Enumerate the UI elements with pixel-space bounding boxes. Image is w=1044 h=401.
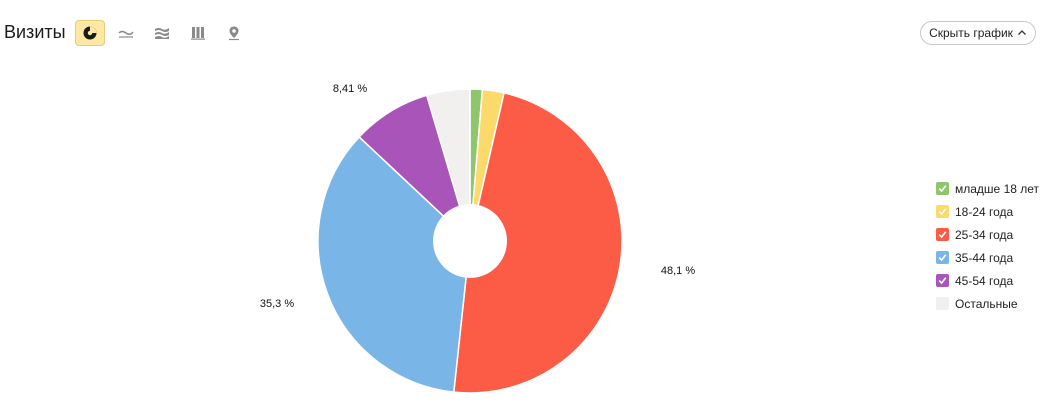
legend-checkbox[interactable] — [936, 297, 949, 310]
pie-chart-button[interactable] — [75, 20, 105, 46]
check-icon — [938, 231, 947, 239]
legend-label: 25-34 года — [955, 227, 1014, 242]
check-icon — [938, 208, 947, 216]
legend-item[interactable]: младше 18 лет — [936, 177, 1039, 200]
legend-checkbox[interactable] — [936, 274, 949, 287]
area-chart-button[interactable] — [147, 20, 177, 46]
check-icon — [938, 185, 947, 193]
legend-label: 35-44 года — [955, 250, 1014, 265]
legend-item[interactable]: Остальные — [936, 292, 1039, 315]
check-icon — [938, 254, 947, 262]
legend-item[interactable]: 45-54 года — [936, 269, 1039, 292]
slice-data-label: 8,41 % — [333, 83, 367, 95]
page-title: Визиты — [4, 22, 66, 42]
legend-checkbox[interactable] — [936, 205, 949, 218]
slice-data-label: 35,3 % — [260, 298, 294, 310]
legend-label: 18-24 года — [955, 204, 1014, 219]
hide-chart-label: Скрыть график — [929, 26, 1013, 40]
map-button[interactable] — [219, 20, 249, 46]
legend-item[interactable]: 18-24 года — [936, 200, 1039, 223]
donut-hole — [433, 204, 507, 278]
line-chart-button[interactable] — [111, 20, 141, 46]
legend-label: Остальные — [955, 296, 1018, 311]
legend-label: младше 18 лет — [955, 181, 1040, 196]
legend-item[interactable]: 25-34 года — [936, 223, 1039, 246]
bar-chart-icon — [191, 27, 205, 40]
area-chart-icon — [155, 28, 169, 39]
chevron-up-icon — [1017, 30, 1026, 35]
line-chart-icon — [118, 30, 134, 38]
pie-slice-4[interactable] — [317, 135, 471, 393]
pie-slice-6[interactable] — [425, 88, 471, 242]
pie-chart-icon — [83, 26, 97, 40]
legend-checkbox[interactable] — [936, 182, 949, 195]
map-pin-icon — [229, 26, 239, 41]
chart-legend: младше 18 лет 18-24 года 25-34 года 35-44 г… — [936, 177, 1039, 315]
check-icon — [938, 277, 947, 285]
pie-slice-3[interactable] — [452, 91, 623, 394]
slice-data-label: 48,1 % — [661, 265, 695, 277]
legend-checkbox[interactable] — [936, 228, 949, 241]
legend-item[interactable]: 35-44 года — [936, 246, 1039, 269]
legend-checkbox[interactable] — [936, 251, 949, 264]
bar-chart-button[interactable] — [183, 20, 213, 46]
legend-label: 45-54 года — [955, 273, 1014, 288]
hide-chart-button[interactable]: Скрыть график — [920, 21, 1036, 45]
chart-type-toolbar — [75, 20, 249, 46]
